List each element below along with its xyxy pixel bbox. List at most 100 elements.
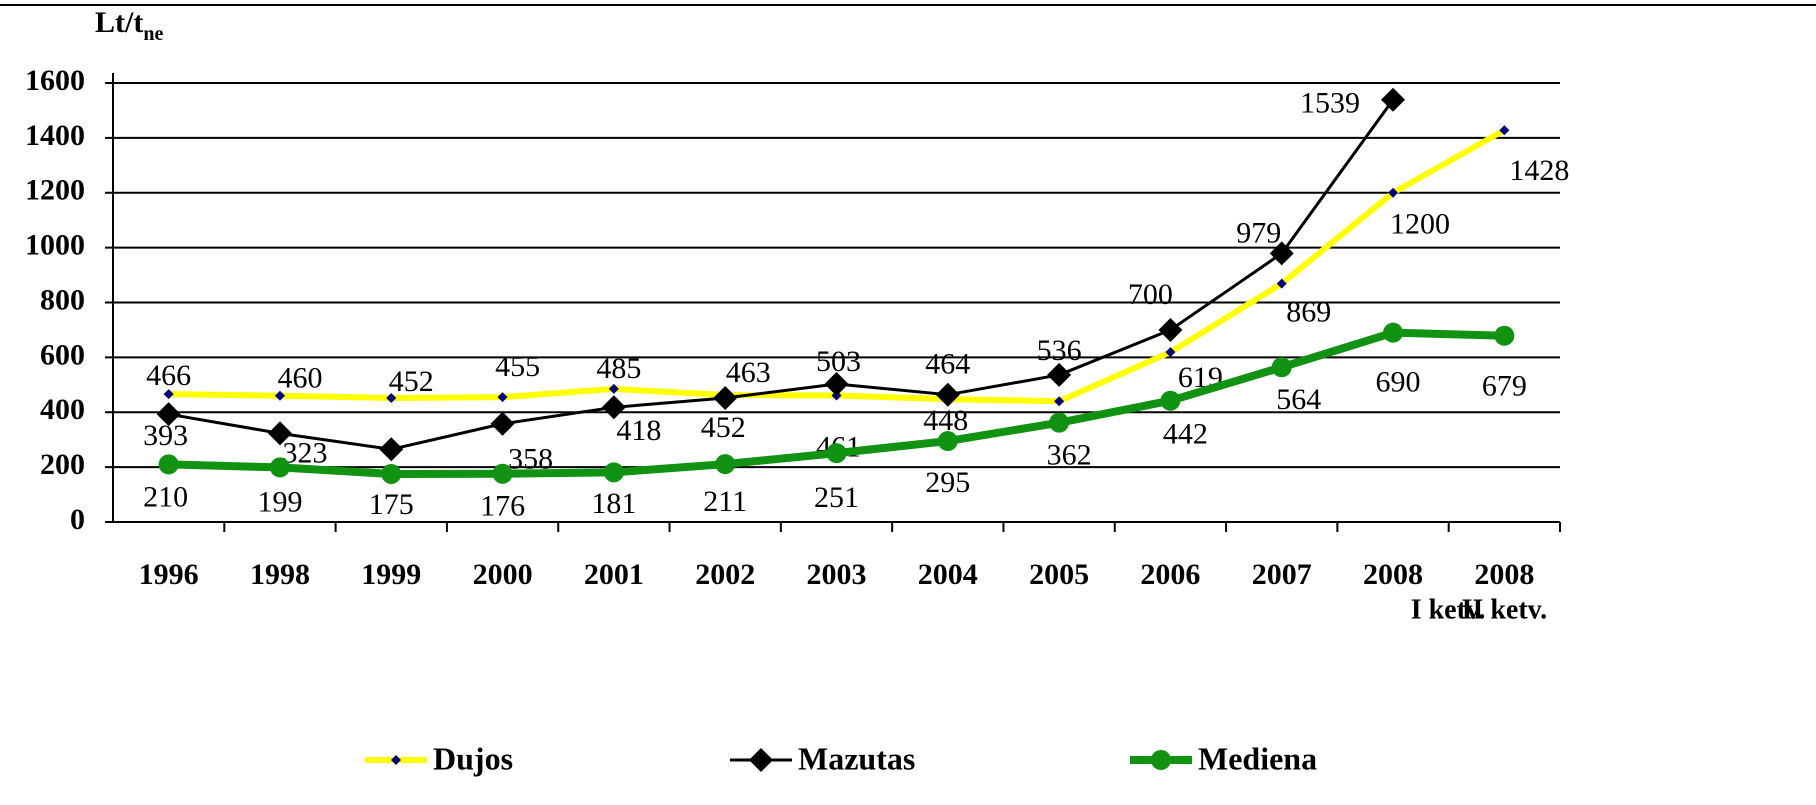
marker [1388,187,1399,198]
x-tick-sublabel: I ketv. [1411,594,1486,625]
marker [269,457,290,478]
marker [1165,347,1176,358]
data-label: 679 [1482,370,1527,403]
marker [156,402,181,427]
legend-label: Mediena [1198,740,1317,776]
y-label-main: Lt/t [95,6,143,39]
y-tick-label: 1000 [25,229,85,262]
marker [379,437,404,462]
data-label: 393 [143,419,188,452]
x-tick-label: 1998 [250,558,310,591]
data-label: 251 [814,481,859,514]
y-tick-label: 1600 [25,64,85,97]
data-label: 485 [596,352,641,385]
marker [937,431,958,452]
data-label: 295 [925,466,970,499]
data-label: 463 [726,356,771,389]
legend-marker [749,748,773,772]
marker [1494,325,1515,346]
x-tick-label: 2003 [807,558,867,591]
x-tick-sublabel: II ketv. [1462,594,1548,625]
y-tick-label: 0 [70,503,85,536]
marker [713,385,738,410]
data-label: 418 [616,414,661,447]
x-tick-label: 2006 [1140,558,1200,591]
data-label: 466 [146,359,191,392]
data-label: 460 [277,362,322,395]
data-label: 199 [257,485,302,518]
data-label: 1539 [1300,87,1360,120]
data-label: 452 [701,411,746,444]
x-tick-label: 1996 [139,558,199,591]
marker [497,392,508,403]
data-label: 1200 [1390,208,1450,241]
y-tick-label: 200 [40,448,85,481]
data-label: 979 [1236,216,1281,249]
marker [935,382,960,407]
marker [274,390,285,401]
data-label: 869 [1286,295,1331,328]
data-label: 700 [1128,278,1173,311]
x-tick-label: 2000 [473,558,533,591]
y-axis-label: Lt/tne [95,6,163,45]
x-tick-label: 2008 [1363,558,1423,591]
data-label: 464 [925,348,970,381]
marker [826,443,847,464]
marker [1381,87,1406,112]
marker [1049,412,1070,433]
data-label: 323 [282,436,327,469]
x-tick-label: 1999 [361,558,421,591]
marker [1047,362,1072,387]
legend-marker [391,755,401,765]
marker [1054,396,1065,407]
marker [601,395,626,420]
x-tick-label: 2002 [695,558,755,591]
marker [267,421,292,446]
data-label: 536 [1037,334,1082,367]
marker [490,411,515,436]
x-tick-label: 2004 [918,558,978,591]
marker [1383,322,1404,343]
data-label: 175 [369,488,414,521]
y-tick-label: 1400 [25,119,85,152]
data-label: 690 [1376,366,1421,399]
marker [824,371,849,396]
data-label: 1428 [1509,154,1569,187]
marker [163,389,174,400]
marker [608,383,619,394]
data-label: 211 [703,485,747,518]
series-line [168,98,1395,451]
data-label: 455 [495,350,540,383]
marker [1269,241,1294,266]
data-label: 503 [816,345,861,378]
marker [381,463,402,484]
marker [1160,390,1181,411]
data-label: 210 [143,480,188,513]
marker [158,454,179,475]
x-tick-label: 2007 [1252,558,1312,591]
x-tick-label: 2008 [1474,558,1534,591]
marker [492,463,513,484]
data-label: 564 [1276,383,1321,416]
y-tick-label: 400 [40,393,85,426]
legend-label: Dujos [433,740,513,776]
y-tick-label: 600 [40,338,85,371]
y-tick-label: 1200 [25,174,85,207]
marker [386,392,397,403]
marker [1276,278,1287,289]
marker [603,462,624,483]
data-label: 452 [389,365,434,398]
data-label: 176 [480,490,525,523]
marker [715,454,736,475]
y-label-sub: ne [143,23,163,45]
marker [1158,317,1183,342]
x-tick-label: 2001 [584,558,644,591]
data-label: 442 [1163,418,1208,451]
legend-marker [1151,750,1171,770]
y-tick-label: 800 [40,283,85,316]
data-label: 362 [1047,439,1092,472]
x-tick-label: 2005 [1029,558,1089,591]
data-label: 181 [591,487,636,520]
marker [1271,357,1292,378]
